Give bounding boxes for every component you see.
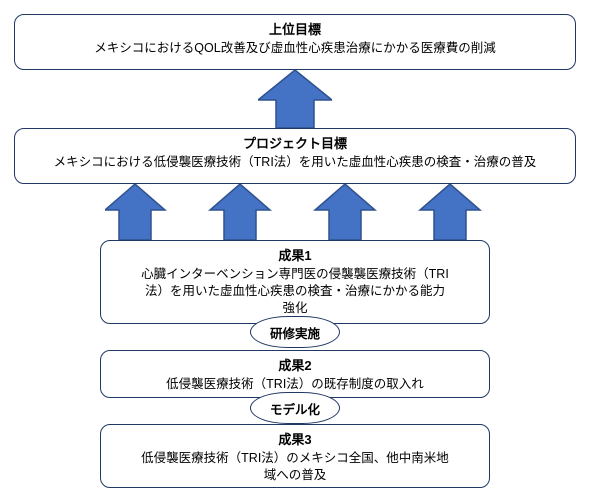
result2-title: 成果2 xyxy=(109,355,481,374)
box-result2: 成果2 低侵襲医療技術（TRI法）の既存制度の取入れ xyxy=(100,350,490,398)
result1-title: 成果1 xyxy=(109,245,481,264)
project-goal-body: メキシコにおける低侵襲医療技術（TRI法）を用いた虚血性心疾患の検査・治療の普及 xyxy=(23,154,567,171)
top-goal-title: 上位目標 xyxy=(23,19,567,38)
project-goal-title: プロジェクト目標 xyxy=(23,133,567,152)
arrow-small-2 xyxy=(210,184,270,240)
result3-title: 成果3 xyxy=(109,429,481,448)
result2-body: 低侵襲医療技術（TRI法）の既存制度の取入れ xyxy=(109,376,481,393)
box-result1: 成果1 心臓インターベンション専門医の侵襲襲医療技術（TRI法）を用いた虚血性心… xyxy=(100,240,490,324)
connector-training: 研修実施 xyxy=(250,316,340,348)
connector-modeling-label: モデル化 xyxy=(270,399,320,418)
connector-training-label: 研修実施 xyxy=(270,323,320,342)
arrow-big-up xyxy=(258,70,332,128)
box-top-goal: 上位目標 メキシコにおけるQOL改善及び虚血性心疾患治療にかかる医療費の削減 xyxy=(14,14,576,70)
result3-body: 低侵襲医療技術（TRI法）のメキシコ全国、他中南米地域への普及 xyxy=(109,450,481,484)
top-goal-body: メキシコにおけるQOL改善及び虚血性心疾患治療にかかる医療費の削減 xyxy=(23,40,567,57)
result1-body: 心臓インターベンション専門医の侵襲襲医療技術（TRI法）を用いた虚血性心疾患の検… xyxy=(109,266,481,317)
arrow-small-4 xyxy=(420,184,480,240)
box-project-goal: プロジェクト目標 メキシコにおける低侵襲医療技術（TRI法）を用いた虚血性心疾患… xyxy=(14,128,576,184)
arrow-small-3 xyxy=(315,184,375,240)
connector-modeling: モデル化 xyxy=(250,392,340,424)
arrow-small-group xyxy=(105,184,485,240)
box-result3: 成果3 低侵襲医療技術（TRI法）のメキシコ全国、他中南米地域への普及 xyxy=(100,424,490,488)
arrow-small-1 xyxy=(105,184,165,240)
